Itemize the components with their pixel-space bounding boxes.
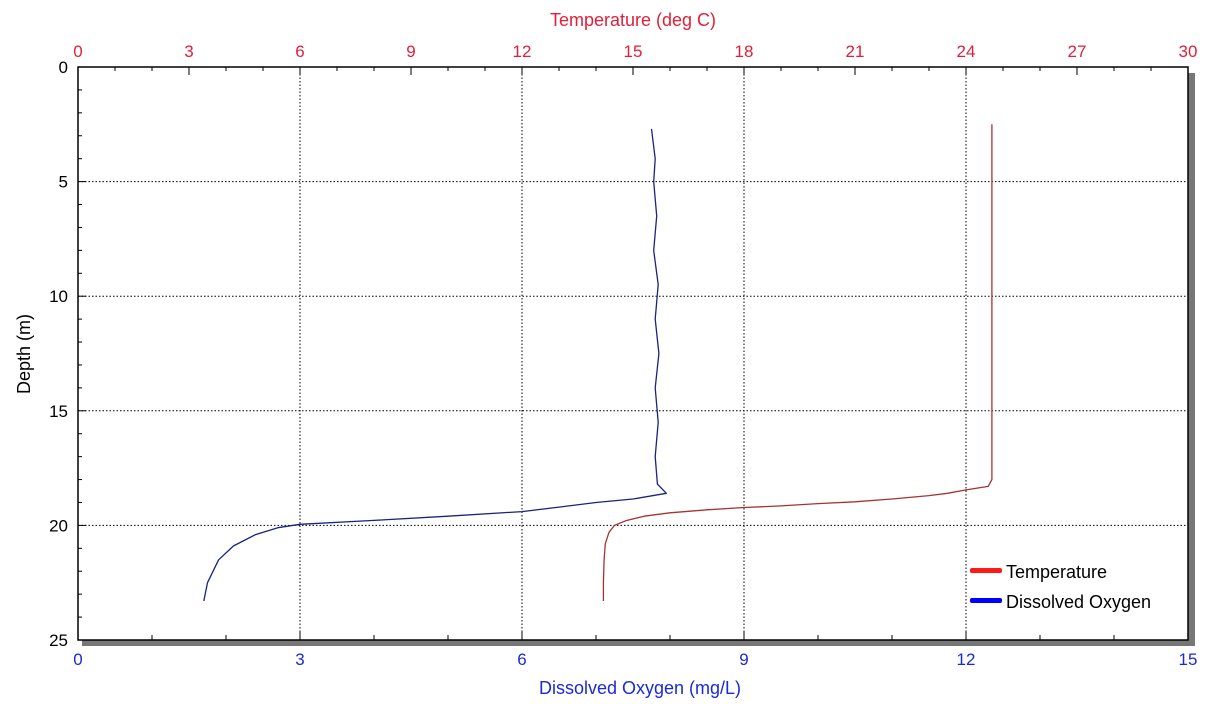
top-axis-tick-label: 3 <box>184 42 193 61</box>
y-axis-title: Depth (m) <box>14 314 34 394</box>
bottom-axis-tick-label: 0 <box>73 650 82 669</box>
series-layer <box>203 124 993 602</box>
legend-swatch-temperature <box>970 568 1002 573</box>
top-axis-tick-label: 30 <box>1179 42 1198 61</box>
top-axis-tick-label: 24 <box>957 42 976 61</box>
y-axis-tick-label: 0 <box>59 58 68 77</box>
grid-layer <box>78 67 1188 640</box>
top-axis-tick-label: 21 <box>846 42 865 61</box>
top-axis-tick-label: 18 <box>735 42 754 61</box>
legend-label-temperature: Temperature <box>1006 562 1107 582</box>
bottom-axis-tick-label: 9 <box>739 650 748 669</box>
bottom-axis-title: Dissolved Oxygen (mg/L) <box>539 678 741 698</box>
top-axis-tick-label: 6 <box>295 42 304 61</box>
top-axis-tick-label: 15 <box>624 42 643 61</box>
y-axis-tick-label: 20 <box>49 516 68 535</box>
top-axis-tick-label: 9 <box>406 42 415 61</box>
legend-swatch-dissolved-oxygen <box>970 598 1002 603</box>
tick-layer: 0 3 6 9 12 15 0 3 6 9 12 15 18 21 24 27 30 0 5 10 15 20 25 <box>49 42 1197 669</box>
bottom-axis-tick-label: 15 <box>1179 650 1198 669</box>
plot-shadow-right <box>1188 73 1195 646</box>
bottom-axis-tick-label: 12 <box>957 650 976 669</box>
plot-shadow-bottom <box>82 640 1195 646</box>
top-axis-tick-label: 12 <box>513 42 532 61</box>
y-axis-tick-label: 5 <box>59 173 68 192</box>
top-axis-tick-label: 0 <box>73 42 82 61</box>
top-axis-title: Temperature (deg C) <box>550 10 716 30</box>
y-axis-tick-label: 10 <box>49 287 68 306</box>
bottom-axis-tick-label: 3 <box>295 650 304 669</box>
legend: Temperature Dissolved Oxygen <box>970 562 1151 612</box>
series-line-dissolved-oxygen <box>203 128 667 602</box>
y-axis-tick-label: 15 <box>49 402 68 421</box>
legend-label-dissolved-oxygen: Dissolved Oxygen <box>1006 592 1151 612</box>
bottom-axis-tick-label: 6 <box>517 650 526 669</box>
series-line-temperature <box>602 124 993 601</box>
top-axis-tick-label: 27 <box>1068 42 1087 61</box>
plot-area <box>77 66 1189 641</box>
y-axis-tick-label: 25 <box>49 631 68 650</box>
